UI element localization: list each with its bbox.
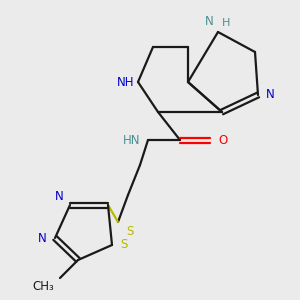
Text: O: O <box>218 134 227 146</box>
Text: N: N <box>266 88 275 101</box>
Text: S: S <box>126 225 134 238</box>
Text: S: S <box>120 238 127 251</box>
Text: NH: NH <box>116 76 134 88</box>
Text: HN: HN <box>122 134 140 146</box>
Text: CH₃: CH₃ <box>32 280 54 293</box>
Text: N: N <box>205 15 214 28</box>
Text: N: N <box>38 232 47 244</box>
Text: N: N <box>55 190 64 203</box>
Text: H: H <box>222 18 230 28</box>
